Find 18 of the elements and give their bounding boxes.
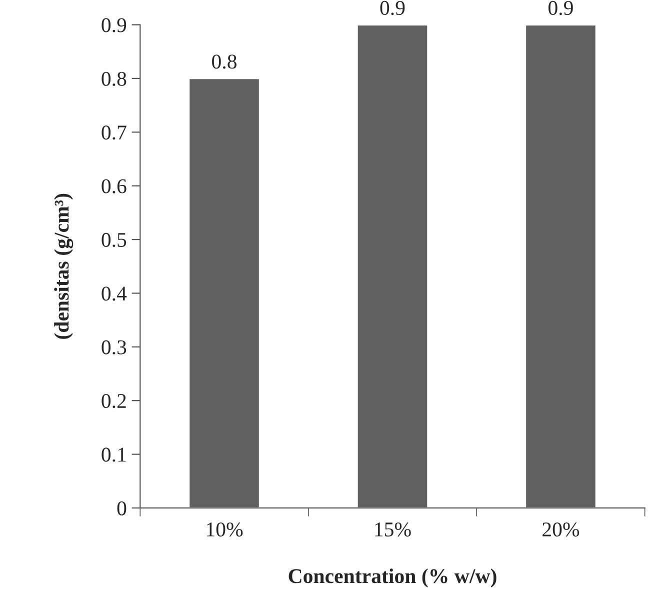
- y-tick-label: 0: [117, 501, 126, 516]
- x-axis-title: Concentration (% w/w): [288, 568, 496, 588]
- y-tick-label: 0.4: [102, 286, 127, 301]
- y-tick-label: 0.5: [102, 232, 126, 248]
- y-tick-label: 0.7: [102, 126, 126, 140]
- data-label: 0.8: [212, 54, 236, 69]
- y-tick-label: 0.6: [102, 179, 126, 194]
- y-tick-label: 0.3: [102, 340, 126, 354]
- y-axis-title: (densitas (g/cm³): [54, 194, 74, 339]
- x-tick-label: 15%: [375, 522, 411, 537]
- y-tick-label: 0.2: [102, 394, 126, 408]
- data-label: 0.9: [380, 0, 405, 16]
- y-tick-label: 0.8: [102, 72, 126, 86]
- data-label: 0.9: [548, 0, 573, 16]
- y-tick-label: 0.9: [102, 18, 126, 32]
- x-tick-label: 10%: [207, 522, 243, 537]
- y-tick-label: 0.1: [102, 448, 126, 462]
- x-tick-label: 20%: [542, 522, 580, 537]
